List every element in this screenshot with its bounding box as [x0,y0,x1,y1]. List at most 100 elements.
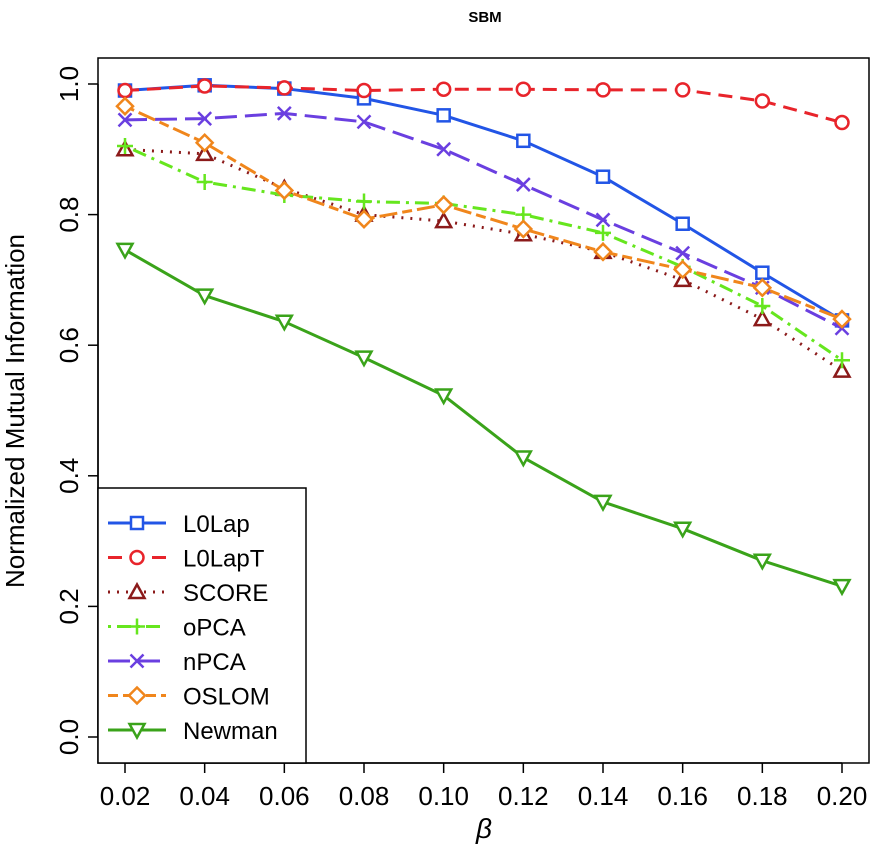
x-axis-label: β [475,813,492,844]
series-line-npca [124,111,843,330]
data-point-l0lap [755,265,770,280]
series-line-l0lap [124,83,843,322]
data-point-oslom [513,219,534,239]
data-point-newman [195,288,215,306]
y-axis-label: Normalized Mutual Information [0,234,30,588]
series-line-l0lapt [124,84,843,124]
data-point-npca [595,212,611,228]
legend-marker-opca [129,618,145,635]
data-point-oslom [433,195,454,215]
y-tick-label: 0.0 [54,719,84,755]
data-point-npca [436,141,452,157]
data-point-opca [595,224,611,241]
data-point-l0lap [516,133,531,149]
data-point-opca [356,193,372,210]
data-point-oslom [832,309,852,329]
series-line-opca [124,144,843,362]
data-point-oslom [354,209,374,229]
x-tick-label: 0.12 [498,781,549,811]
legend-label-newman: Newman [183,718,278,745]
data-point-oslom [752,277,773,298]
legend-label-oslom: OSLOM [183,684,270,711]
data-point-npca [356,114,372,130]
legend-label-npca: nPCA [183,649,246,676]
data-point-l0lapt [276,80,293,96]
series-layer [115,78,852,597]
series-newman [115,242,852,597]
data-point-l0lap [595,169,611,184]
legend-marker-l0lapt [129,549,145,566]
x-tick-label: 0.02 [100,781,151,811]
x-tick-label: 0.10 [418,781,469,811]
data-point-npca [197,111,213,126]
data-point-newman [115,242,135,260]
legend-label-opca: oPCA [183,615,246,642]
x-tick-label: 0.04 [179,781,230,811]
data-point-newman [593,494,613,512]
data-point-newman [354,350,374,368]
data-point-npca [276,106,292,121]
legend-label-l0lapt: L0LapT [183,546,265,573]
legend: L0Lap L0LapT SCORE oPCA nPCA OSLOM Newman [97,487,307,764]
data-point-l0lap [436,108,451,123]
data-point-npca [675,245,691,261]
legend-label-l0lap: L0Lap [183,511,250,538]
y-tick-label: 0.6 [54,327,84,363]
data-point-newman [274,314,294,332]
y-axis: 0.0 0.2 0.4 0.6 0.8 1.0 [54,66,99,755]
data-point-newman [832,578,852,597]
data-point-l0lapt [834,114,850,131]
data-point-oslom [672,259,693,280]
legend-marker-score [127,581,147,600]
data-point-oslom [274,180,295,201]
data-point-l0lapt [754,93,771,109]
x-tick-label: 0.18 [737,781,788,811]
series-opca [117,138,850,369]
data-point-l0lap [675,216,690,231]
data-point-newman [434,388,454,406]
x-axis: 0.02 0.04 0.06 0.08 0.10 0.12 0.14 0.16 0.18 0.20 [100,762,868,811]
data-point-l0lapt [595,82,611,98]
data-point-npca [117,112,133,128]
y-tick-label: 1.0 [54,66,84,102]
data-point-oslom [593,242,613,262]
legend-marker-oslom [127,685,147,706]
series-npca [117,106,850,336]
x-tick-label: 0.20 [817,781,868,811]
legend-marker-newman [127,722,147,741]
data-point-l0lapt [196,78,213,94]
data-point-opca [117,138,133,155]
y-tick-label: 0.8 [54,197,84,233]
data-point-score [434,211,454,229]
legend-marker-npca [129,653,145,669]
data-point-opca [754,298,771,315]
x-tick-label: 0.16 [657,781,708,811]
data-point-l0lapt [117,82,133,99]
legend-label-score: SCORE [183,580,268,607]
data-point-npca [515,177,531,192]
y-tick-label: 0.2 [54,588,84,624]
data-point-l0lapt [435,81,452,97]
data-point-newman [752,553,772,571]
x-tick-label: 0.14 [578,781,629,811]
series-line-newman [124,248,843,588]
data-point-newman [513,450,533,468]
data-point-l0lapt [674,82,691,98]
data-point-oslom [115,96,135,116]
series-l0lapt [117,78,850,131]
x-tick-label: 0.08 [339,781,390,811]
series-line-oslom [124,104,843,321]
series-oslom [115,96,852,329]
chart-title: SBM [468,9,501,26]
data-point-score [195,143,215,162]
data-point-opca [196,173,213,190]
data-point-score [752,309,772,327]
series-line-score [124,147,843,372]
data-point-l0lapt [356,82,372,99]
data-point-opca [834,352,850,369]
x-tick-label: 0.06 [259,781,310,811]
data-point-oslom [194,133,215,153]
y-tick-label: 0.4 [54,458,84,494]
legend-marker-l0lap [129,515,145,531]
